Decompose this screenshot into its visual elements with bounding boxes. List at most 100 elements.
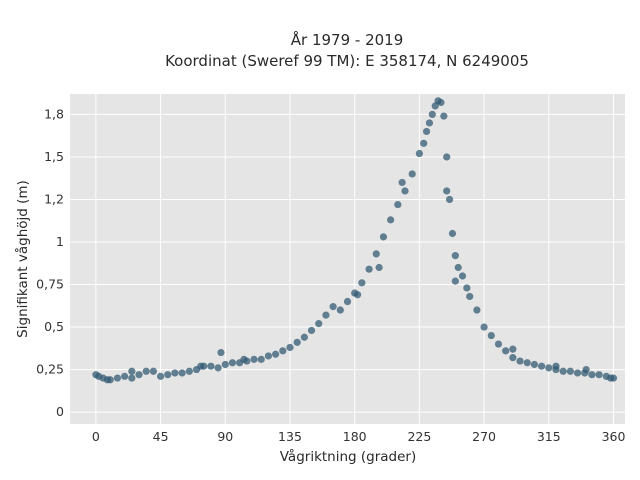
- data-point: [443, 187, 451, 195]
- data-point: [375, 263, 383, 272]
- data-point: [135, 371, 143, 379]
- data-point: [422, 127, 431, 136]
- data-point: [228, 359, 237, 367]
- data-point: [264, 352, 273, 360]
- data-point: [387, 216, 395, 224]
- x-tick-label: 360: [602, 429, 626, 444]
- y-tick-label: 1,2: [44, 191, 64, 206]
- data-point: [445, 195, 454, 204]
- data-point: [480, 323, 488, 331]
- data-point: [595, 371, 603, 379]
- x-tick-labels: 0 45 90 135 180 225 270 315 360: [92, 429, 626, 444]
- data-point: [566, 367, 574, 375]
- y-tick-labels: 0 0,25 0,5 0,75 1 1,2 1,5 1,8: [36, 106, 64, 419]
- data-point: [207, 362, 215, 370]
- y-tick-label: 1: [56, 234, 64, 249]
- data-point: [272, 350, 280, 358]
- data-point: [466, 292, 474, 301]
- data-point: [509, 354, 517, 362]
- data-point: [286, 343, 294, 352]
- chart-title-line1: År 1979 - 2019: [291, 30, 404, 49]
- data-point: [458, 272, 467, 280]
- data-point: [336, 306, 344, 314]
- data-point: [538, 362, 546, 370]
- data-point: [523, 359, 531, 367]
- data-point: [343, 297, 352, 306]
- data-point: [128, 374, 136, 382]
- data-point: [217, 348, 225, 357]
- data-point: [257, 355, 265, 363]
- data-point: [156, 372, 165, 380]
- data-point: [214, 364, 222, 372]
- x-tick-label: 135: [278, 429, 302, 444]
- data-point: [454, 263, 462, 272]
- data-point: [164, 371, 172, 379]
- data-point: [437, 98, 445, 107]
- data-point: [582, 365, 590, 374]
- data-point: [279, 347, 287, 355]
- data-point: [171, 369, 179, 377]
- data-point: [440, 112, 448, 120]
- data-point: [494, 340, 503, 348]
- data-point: [573, 369, 582, 377]
- data-point: [178, 369, 186, 377]
- data-point: [473, 306, 481, 314]
- x-tick-label: 90: [217, 429, 233, 444]
- x-tick-label: 315: [537, 429, 561, 444]
- x-tick-label: 225: [407, 429, 431, 444]
- data-point: [353, 291, 362, 299]
- data-point: [221, 360, 229, 369]
- data-point: [185, 367, 193, 375]
- data-point: [443, 153, 451, 161]
- data-point: [509, 345, 517, 353]
- data-point: [293, 338, 301, 346]
- chart-title-line2: Koordinat (Sweref 99 TM): E 358174, N 62…: [165, 52, 529, 70]
- data-point: [379, 233, 388, 241]
- y-tick-label: 1,8: [44, 106, 64, 121]
- y-axis-label: Signifikant våghöjd (m): [14, 180, 31, 338]
- grid-lines: [70, 94, 625, 424]
- data-point: [358, 279, 366, 287]
- y-tick-label: 0,25: [36, 362, 64, 377]
- data-point: [394, 200, 402, 209]
- data-point: [545, 364, 553, 372]
- data-point: [240, 355, 248, 363]
- data-point: [149, 367, 157, 375]
- data-point: [451, 251, 459, 260]
- x-tick-label: 180: [343, 429, 367, 444]
- data-point: [408, 170, 416, 178]
- data-point: [365, 265, 373, 273]
- data-point: [142, 367, 150, 375]
- data-point: [588, 371, 596, 379]
- data-point: [121, 372, 129, 380]
- plot-area: [70, 94, 625, 424]
- data-point: [113, 374, 122, 382]
- data-point: [372, 250, 380, 258]
- y-tick-label: 0,5: [44, 319, 64, 334]
- data-point: [451, 277, 459, 285]
- y-tick-label: 0,75: [36, 277, 64, 292]
- data-point: [420, 139, 428, 147]
- data-point: [448, 229, 457, 238]
- data-point: [428, 110, 436, 119]
- data-point: [197, 362, 205, 370]
- data-point: [516, 357, 524, 365]
- data-point: [502, 347, 510, 355]
- data-point: [300, 333, 308, 341]
- data-point: [315, 320, 323, 328]
- data-point: [463, 284, 471, 292]
- data-point: [415, 149, 423, 158]
- data-point: [559, 367, 567, 375]
- data-point: [128, 367, 136, 375]
- data-point: [609, 374, 618, 382]
- x-axis-label: Vågriktning (grader): [280, 448, 417, 465]
- y-tick-label: 1,5: [44, 149, 64, 164]
- data-points: [92, 97, 618, 384]
- data-point: [398, 178, 406, 187]
- x-tick-label: 270: [472, 429, 496, 444]
- data-point: [106, 376, 114, 384]
- data-point: [307, 326, 316, 335]
- x-tick-label: 0: [92, 429, 100, 444]
- data-point: [401, 187, 409, 195]
